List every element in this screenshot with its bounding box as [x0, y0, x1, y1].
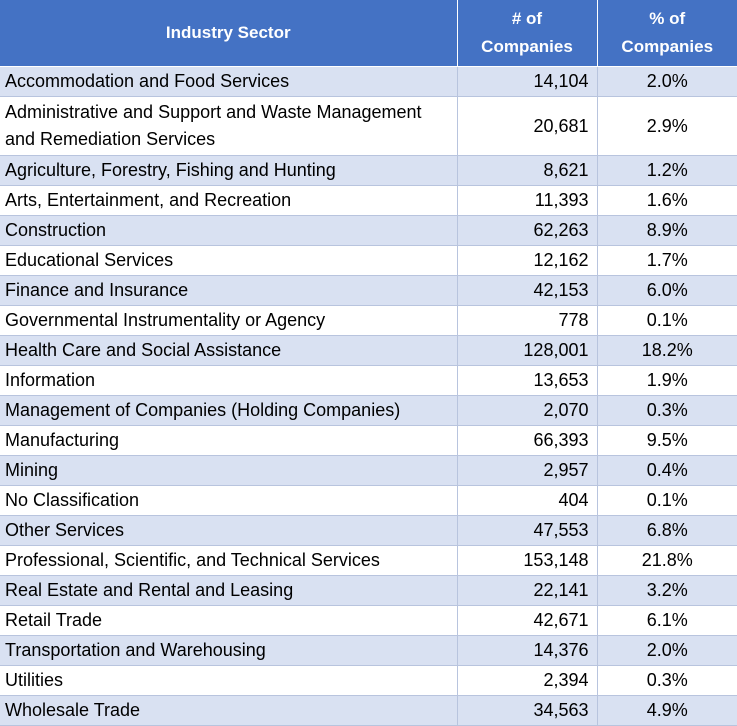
sector-name-cell: Agriculture, Forestry, Fishing and Hunti…: [0, 156, 457, 186]
company-percent-cell: 0.3%: [597, 666, 737, 696]
sector-name-cell: Administrative and Support and Waste Man…: [0, 97, 457, 156]
company-count-cell: 8,621: [457, 156, 597, 186]
company-percent-cell: 1.7%: [597, 246, 737, 276]
table-header: Industry Sector # of Companies % of Comp…: [0, 0, 737, 67]
company-count-cell: 2,957: [457, 456, 597, 486]
header-number-line-2: Companies: [458, 33, 597, 61]
company-count-cell: 34,563: [457, 696, 597, 726]
company-count-cell: 13,653: [457, 366, 597, 396]
sector-name-cell: Wholesale Trade: [0, 696, 457, 726]
table-row: Management of Companies (Holding Compani…: [0, 396, 737, 426]
company-count-cell: 11,393: [457, 186, 597, 216]
sector-name-cell: No Classification: [0, 486, 457, 516]
company-count-cell: 404: [457, 486, 597, 516]
company-percent-cell: 0.3%: [597, 396, 737, 426]
company-count-cell: 153,148: [457, 546, 597, 576]
table-row: Administrative and Support and Waste Man…: [0, 97, 737, 156]
company-count-cell: 47,553: [457, 516, 597, 546]
sector-name-cell: Manufacturing: [0, 426, 457, 456]
sector-name-cell: Transportation and Warehousing: [0, 636, 457, 666]
sector-name-cell: Information: [0, 366, 457, 396]
company-percent-cell: 3.2%: [597, 576, 737, 606]
company-count-cell: 14,376: [457, 636, 597, 666]
company-percent-cell: 0.4%: [597, 456, 737, 486]
sector-name-cell: Arts, Entertainment, and Recreation: [0, 186, 457, 216]
company-percent-cell: 2.9%: [597, 97, 737, 156]
header-percent-of-companies: % of Companies: [597, 0, 737, 67]
sector-name-cell: Educational Services: [0, 246, 457, 276]
company-percent-cell: 1.6%: [597, 186, 737, 216]
sector-name-cell: Finance and Insurance: [0, 276, 457, 306]
table-row: Agriculture, Forestry, Fishing and Hunti…: [0, 156, 737, 186]
sector-name-cell: Mining: [0, 456, 457, 486]
company-percent-cell: 4.9%: [597, 696, 737, 726]
company-percent-cell: 6.1%: [597, 606, 737, 636]
header-percent-line-2: Companies: [598, 33, 737, 61]
sector-name-cell: Utilities: [0, 666, 457, 696]
company-percent-cell: 6.0%: [597, 276, 737, 306]
header-number-line-1: # of: [458, 5, 597, 33]
company-percent-cell: 21.8%: [597, 546, 737, 576]
company-count-cell: 2,070: [457, 396, 597, 426]
company-percent-cell: 1.9%: [597, 366, 737, 396]
company-percent-cell: 8.9%: [597, 216, 737, 246]
sector-name-cell: Retail Trade: [0, 606, 457, 636]
company-count-cell: 778: [457, 306, 597, 336]
company-count-cell: 42,153: [457, 276, 597, 306]
header-industry-sector: Industry Sector: [0, 0, 457, 67]
company-count-cell: 2,394: [457, 666, 597, 696]
company-count-cell: 62,263: [457, 216, 597, 246]
company-percent-cell: 0.1%: [597, 486, 737, 516]
company-count-cell: 42,671: [457, 606, 597, 636]
company-percent-cell: 9.5%: [597, 426, 737, 456]
header-industry-sector-label: Industry Sector: [0, 19, 457, 47]
sector-name-cell: Other Services: [0, 516, 457, 546]
company-count-cell: 22,141: [457, 576, 597, 606]
table-row: Professional, Scientific, and Technical …: [0, 546, 737, 576]
company-count-cell: 20,681: [457, 97, 597, 156]
company-count-cell: 12,162: [457, 246, 597, 276]
sector-name-cell: Construction: [0, 216, 457, 246]
company-percent-cell: 2.0%: [597, 67, 737, 97]
sector-name-cell: Governmental Instrumentality or Agency: [0, 306, 457, 336]
company-percent-cell: 18.2%: [597, 336, 737, 366]
sector-name-cell: Accommodation and Food Services: [0, 67, 457, 97]
header-row: Industry Sector # of Companies % of Comp…: [0, 0, 737, 67]
company-percent-cell: 2.0%: [597, 636, 737, 666]
sector-name-cell: Professional, Scientific, and Technical …: [0, 546, 457, 576]
company-count-cell: 14,104: [457, 67, 597, 97]
company-percent-cell: 1.2%: [597, 156, 737, 186]
company-percent-cell: 6.8%: [597, 516, 737, 546]
sector-name-cell: Management of Companies (Holding Compani…: [0, 396, 457, 426]
header-percent-line-1: % of: [598, 5, 737, 33]
header-number-of-companies: # of Companies: [457, 0, 597, 67]
company-percent-cell: 0.1%: [597, 306, 737, 336]
sector-name-cell: Health Care and Social Assistance: [0, 336, 457, 366]
company-count-cell: 66,393: [457, 426, 597, 456]
company-count-cell: 128,001: [457, 336, 597, 366]
sector-name-cell: Real Estate and Rental and Leasing: [0, 576, 457, 606]
